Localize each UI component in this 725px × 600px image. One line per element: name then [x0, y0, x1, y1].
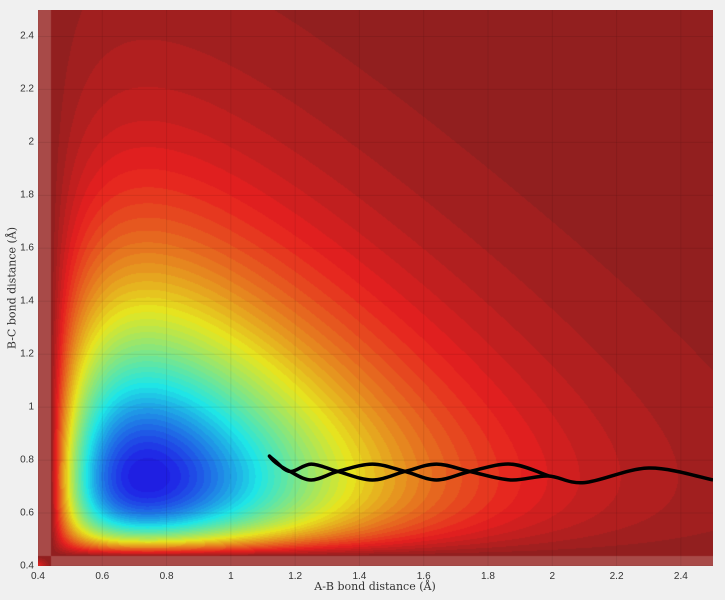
y-tick-label: 2.4: [20, 30, 34, 42]
y-axis-label: B-C bond distance (Å): [5, 226, 19, 350]
y-tick-label: 1.2: [20, 348, 34, 360]
x-tick-label: 0.4: [31, 571, 45, 582]
x-tick-label: 1.8: [481, 571, 495, 582]
plot-overlay: [38, 10, 713, 566]
x-tick-label: 0.6: [95, 571, 110, 582]
contour-plot-area: [38, 10, 713, 566]
y-tick-label: 1: [28, 401, 34, 413]
y-tick-label: 1.6: [20, 242, 34, 254]
x-tick-label: 1.6: [416, 571, 431, 582]
x-tick-label: 1.4: [352, 571, 367, 582]
y-tick-label: 2.2: [20, 83, 34, 95]
x-tick-label: 1.2: [288, 571, 303, 582]
x-tick-label: 1: [228, 571, 234, 582]
y-tick-label: 1.8: [20, 189, 34, 201]
y-tick-label: 2: [28, 136, 34, 148]
potential-energy-surface: [38, 10, 713, 566]
x-tick-label: 2.2: [609, 571, 624, 582]
trajectory-line: [267, 454, 713, 485]
x-axis-label: A-B bond distance (Å): [314, 580, 436, 593]
y-tick-label: 0.8: [20, 454, 34, 466]
y-tick-label: 1.4: [20, 295, 34, 307]
y-tick-label: 0.4: [20, 560, 34, 572]
x-tick-label: 0.8: [159, 571, 174, 582]
y-tick-label: 0.6: [20, 507, 34, 519]
x-tick-label: 2.4: [673, 571, 688, 582]
x-tick-label: 2: [549, 571, 556, 582]
